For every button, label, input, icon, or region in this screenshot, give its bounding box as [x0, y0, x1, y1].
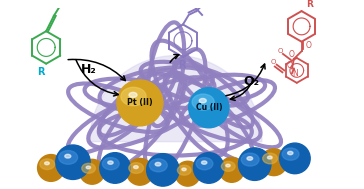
Ellipse shape	[282, 148, 299, 160]
Text: O: O	[286, 61, 292, 70]
Ellipse shape	[182, 168, 186, 171]
Circle shape	[100, 153, 130, 183]
Ellipse shape	[59, 150, 78, 164]
Circle shape	[175, 161, 200, 186]
Text: Pt (II): Pt (II)	[127, 98, 153, 107]
Ellipse shape	[40, 159, 55, 170]
Text: O: O	[288, 50, 294, 59]
Text: H₂: H₂	[81, 63, 97, 76]
Circle shape	[147, 154, 179, 186]
Ellipse shape	[199, 98, 206, 103]
Ellipse shape	[149, 159, 167, 172]
Ellipse shape	[102, 158, 119, 170]
Text: R: R	[37, 67, 45, 77]
Circle shape	[80, 159, 104, 184]
Text: O₂: O₂	[244, 75, 260, 88]
Circle shape	[37, 155, 64, 181]
Circle shape	[56, 145, 90, 179]
Ellipse shape	[247, 157, 253, 160]
Ellipse shape	[241, 153, 259, 166]
Ellipse shape	[82, 163, 95, 173]
Text: O: O	[278, 48, 284, 54]
Circle shape	[127, 158, 153, 185]
Ellipse shape	[268, 156, 272, 159]
Circle shape	[219, 157, 244, 182]
Circle shape	[238, 148, 271, 180]
Circle shape	[189, 88, 229, 128]
Text: O: O	[305, 41, 311, 50]
Ellipse shape	[129, 163, 143, 173]
Text: R: R	[178, 60, 186, 70]
Circle shape	[117, 80, 163, 126]
Ellipse shape	[45, 162, 49, 165]
Ellipse shape	[192, 94, 214, 110]
Ellipse shape	[202, 161, 207, 164]
Ellipse shape	[221, 161, 235, 171]
Text: N: N	[292, 69, 298, 78]
Ellipse shape	[134, 166, 138, 169]
Text: R: R	[306, 0, 313, 9]
Ellipse shape	[65, 154, 71, 158]
Ellipse shape	[263, 153, 277, 164]
Ellipse shape	[196, 158, 213, 170]
Circle shape	[260, 149, 287, 176]
Circle shape	[194, 153, 224, 183]
Text: Cu (II): Cu (II)	[195, 103, 222, 112]
Ellipse shape	[155, 162, 161, 166]
Text: O: O	[271, 59, 276, 65]
Ellipse shape	[121, 87, 146, 106]
Circle shape	[280, 143, 310, 174]
Ellipse shape	[288, 151, 293, 155]
Ellipse shape	[86, 166, 91, 169]
Ellipse shape	[177, 165, 191, 175]
Ellipse shape	[226, 164, 230, 167]
Ellipse shape	[129, 92, 137, 97]
Ellipse shape	[108, 161, 113, 164]
